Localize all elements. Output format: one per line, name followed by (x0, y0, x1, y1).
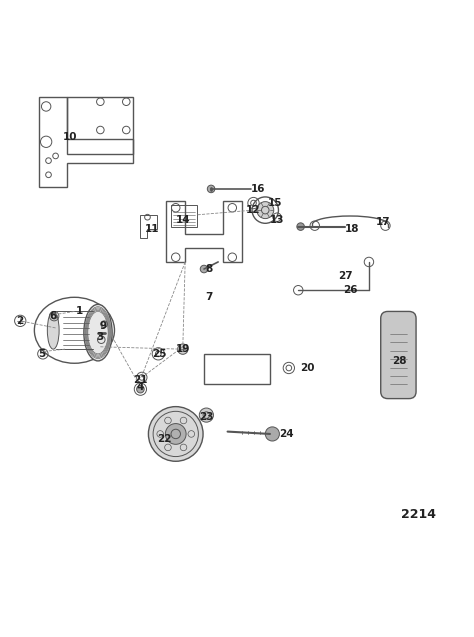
Text: 17: 17 (376, 217, 391, 227)
Text: 5: 5 (38, 349, 45, 359)
Circle shape (207, 185, 215, 192)
Text: 10: 10 (63, 132, 77, 142)
Text: 8: 8 (205, 264, 212, 274)
Circle shape (165, 424, 186, 445)
Circle shape (265, 427, 279, 441)
Text: 9: 9 (99, 320, 106, 331)
Text: 13: 13 (270, 215, 284, 225)
Text: 6: 6 (50, 311, 57, 321)
Text: 21: 21 (133, 375, 147, 385)
Text: 28: 28 (392, 356, 407, 366)
Text: 2214: 2214 (401, 508, 436, 520)
Text: 23: 23 (199, 412, 214, 422)
Text: 15: 15 (267, 198, 282, 208)
Text: 25: 25 (152, 349, 166, 359)
Text: 12: 12 (246, 205, 261, 215)
Circle shape (199, 408, 213, 422)
Text: 27: 27 (338, 271, 353, 281)
Text: 20: 20 (301, 363, 315, 373)
Ellipse shape (47, 311, 59, 349)
Ellipse shape (84, 304, 112, 361)
Text: 26: 26 (343, 285, 357, 295)
Text: 16: 16 (251, 184, 265, 194)
Circle shape (257, 202, 274, 218)
Circle shape (137, 385, 144, 393)
Text: 4: 4 (137, 382, 144, 392)
Text: 14: 14 (175, 215, 190, 225)
Text: 22: 22 (157, 434, 171, 443)
FancyBboxPatch shape (381, 311, 416, 399)
Text: 11: 11 (145, 224, 159, 234)
Text: 19: 19 (176, 344, 190, 354)
Circle shape (200, 265, 208, 273)
Text: 1: 1 (75, 306, 83, 317)
Text: 2: 2 (16, 316, 23, 326)
Circle shape (297, 223, 304, 231)
Text: 7: 7 (205, 292, 212, 303)
Text: 24: 24 (279, 429, 294, 439)
Circle shape (148, 406, 203, 461)
Text: 3: 3 (97, 333, 104, 342)
Circle shape (178, 344, 188, 354)
Text: 18: 18 (345, 224, 360, 234)
